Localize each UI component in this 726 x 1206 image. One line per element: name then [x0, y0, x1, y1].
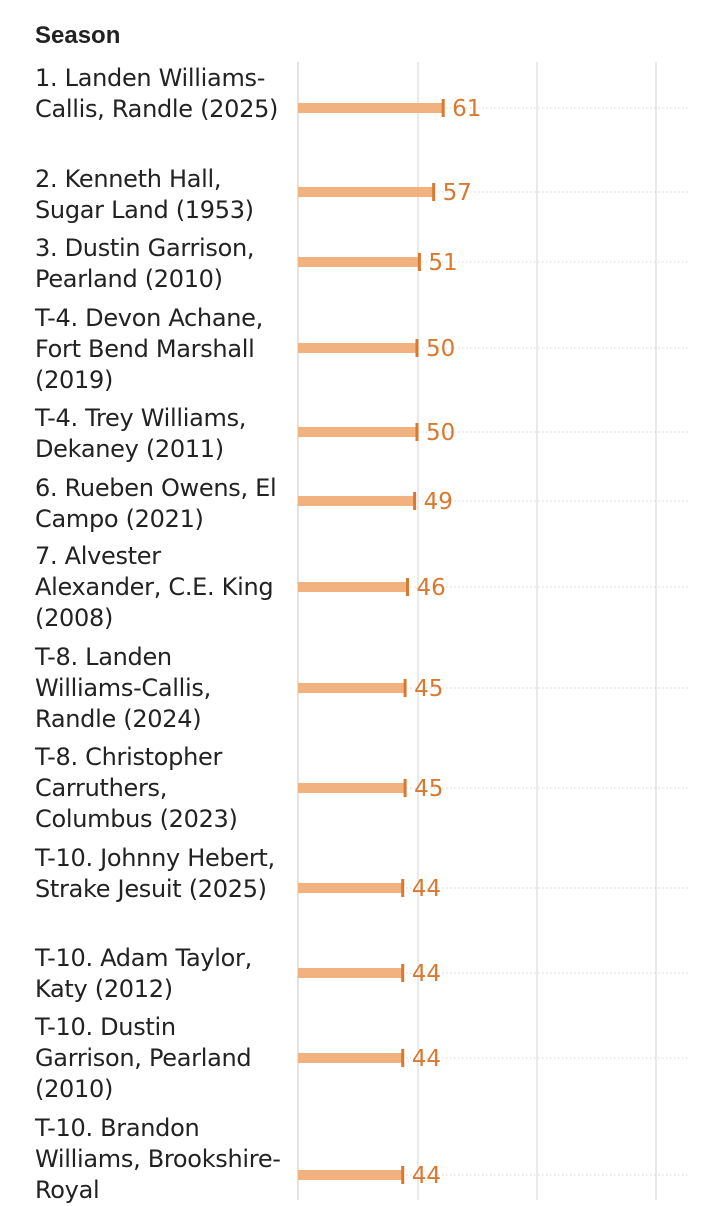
value-label: 44	[412, 876, 441, 902]
bar-end-cap	[415, 423, 419, 441]
bar-end-cap	[401, 1166, 405, 1184]
value-label: 57	[443, 180, 472, 206]
value-label: 44	[412, 1163, 441, 1189]
row-label: T-4. Devon Achane, Fort Bend Marshall (2…	[35, 304, 263, 394]
value-label: 44	[412, 1046, 441, 1072]
bar	[298, 427, 417, 437]
bar-end-cap	[405, 578, 409, 596]
value-label: 45	[414, 776, 443, 802]
bar	[298, 257, 420, 267]
bar-end-cap	[401, 879, 405, 897]
bar	[298, 103, 444, 113]
bar-end-cap	[432, 183, 436, 201]
row-label: T-10. Brandon Williams, Brookshire-Royal	[35, 1114, 281, 1204]
bar	[298, 582, 408, 592]
value-label: 45	[414, 676, 443, 702]
bar-end-cap	[403, 779, 407, 797]
bar-end-cap	[415, 339, 419, 357]
bar	[298, 683, 406, 693]
row-label: 2. Kenneth Hall, Sugar Land (1953)	[35, 165, 254, 224]
row-label: T-8. Christopher Carruthers, Columbus (2…	[35, 743, 238, 833]
column-header-season: Season	[35, 22, 121, 49]
row-label: T-8. Landen Williams-Callis, Randle (202…	[35, 643, 211, 733]
row-label: T-10. Dustin Garrison, Pearland (2010)	[35, 1013, 252, 1103]
row-label: 7. Alvester Alexander, C.E. King (2008)	[35, 542, 274, 632]
value-label: 61	[452, 96, 481, 122]
bar	[298, 1053, 403, 1063]
bar	[298, 968, 403, 978]
value-label: 50	[426, 336, 455, 362]
bar-end-cap	[401, 964, 405, 982]
bar-end-cap	[403, 679, 407, 697]
value-label: 44	[412, 961, 441, 987]
bar	[298, 783, 406, 793]
bar	[298, 187, 434, 197]
row-label: 3. Dustin Garrison, Pearland (2010)	[35, 234, 255, 293]
bar	[298, 496, 415, 506]
bar-end-cap	[417, 253, 421, 271]
row-label: T-4. Trey Williams, Dekaney (2011)	[35, 404, 247, 463]
bar-end-cap	[401, 1049, 405, 1067]
row-label: 1. Landen Williams-Callis, Randle (2025)	[35, 64, 279, 123]
bar	[298, 343, 417, 353]
bar-end-cap	[441, 99, 445, 117]
bar	[298, 883, 403, 893]
value-label: 50	[426, 420, 455, 446]
row-label: T-10. Johnny Hebert, Strake Jesuit (2025…	[35, 844, 275, 903]
row-label: T-10. Adam Taylor, Katy (2012)	[35, 944, 252, 1003]
bar-end-cap	[413, 492, 417, 510]
value-label: 51	[428, 250, 457, 276]
bar	[298, 1170, 403, 1180]
row-label: 6. Rueben Owens, El Campo (2021)	[35, 474, 277, 533]
value-label: 46	[416, 575, 445, 601]
value-label: 49	[424, 489, 453, 515]
